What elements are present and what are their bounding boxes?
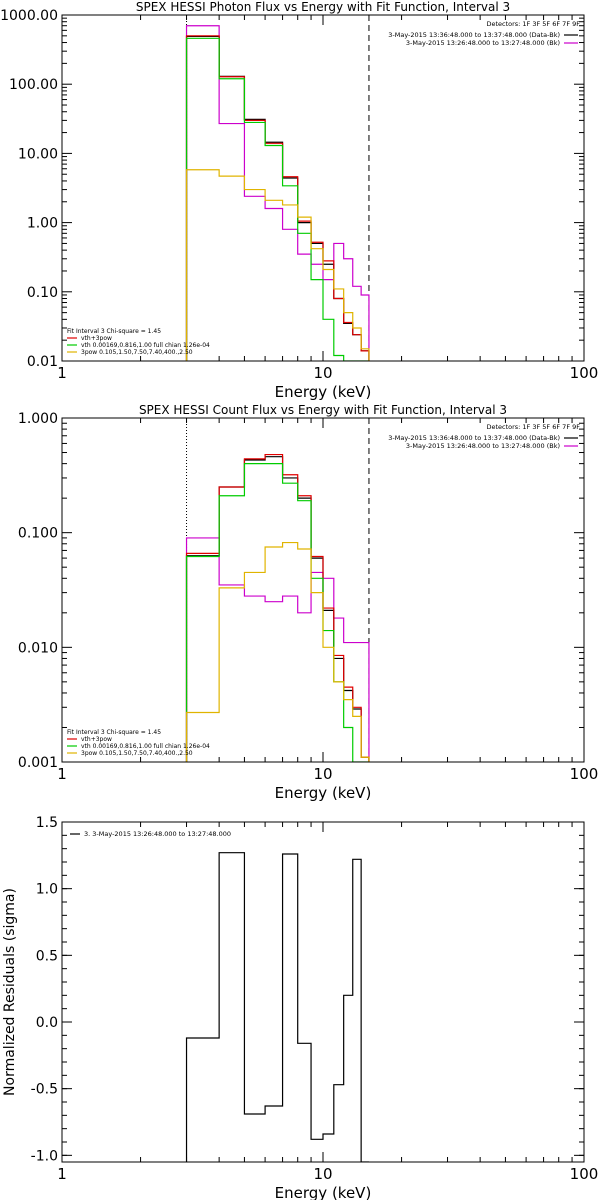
- x-tick-label: 1: [57, 765, 67, 783]
- legend-entry-label: 3-May-2015 13:26:48.000 to 13:27:48.000 …: [406, 39, 560, 47]
- chart-title: SPEX HESSI Photon Flux vs Energy with Fi…: [136, 0, 510, 14]
- fit-legend-label: vth 0.00169,0.816,1.00 full chian 1.26e-…: [81, 342, 210, 349]
- series-line-2: [185, 456, 370, 762]
- x-tick-label: 100: [570, 765, 599, 783]
- series-line-4: [185, 463, 369, 762]
- series-line-3: [185, 453, 370, 762]
- y-tick-label: 0.10: [27, 285, 58, 301]
- x-tick-label: 1: [57, 364, 67, 382]
- fit-legend-label: vth 0.00169,0.816,1.00 full chian 1.26e-…: [81, 743, 210, 750]
- y-axis-label: Normalized Residuals (sigma): [2, 888, 18, 1096]
- y-tick-label: 0.5: [36, 948, 58, 964]
- series-line-1: [185, 537, 370, 762]
- series-line-4: [185, 37, 369, 361]
- plot-frame: [61, 14, 585, 362]
- legend-entry-label: 3-May-2015 13:26:48.000 to 13:27:48.000 …: [406, 442, 560, 450]
- y-tick-label: 0.0: [36, 1015, 58, 1031]
- y-tick-label: 100.00: [9, 77, 58, 93]
- y-tick-label: 1000.00: [0, 8, 58, 24]
- chart-panel-2: SPEX HESSI Count Flux vs Energy with Fit…: [18, 403, 598, 802]
- y-tick-label: 1.0: [36, 882, 58, 898]
- fit-legend-label: vth+3pow: [81, 335, 112, 342]
- fit-legend-label: 3pow 0.105,1.50,7.50,7.40,400.,2.50: [81, 750, 193, 757]
- chart-title: SPEX HESSI Count Flux vs Energy with Fit…: [139, 403, 507, 417]
- x-axis-label: Energy (keV): [275, 784, 372, 802]
- fit-legend-label: 3pow 0.105,1.50,7.50,7.40,400.,2.50: [81, 349, 193, 356]
- x-tick-label: 10: [313, 1165, 332, 1183]
- y-tick-label: 1.000: [18, 411, 58, 427]
- x-axis-label: Energy (keV): [275, 383, 372, 401]
- series-line-1: [185, 25, 370, 361]
- y-tick-label: 0.001: [18, 755, 58, 771]
- y-tick-label: 1.5: [36, 815, 58, 831]
- series-line-1: [185, 852, 369, 1162]
- legend-entry-label: 3-May-2015 13:36:48.000 to 13:37:48.000 …: [388, 31, 560, 39]
- y-tick-label: -0.5: [31, 1082, 58, 1098]
- y-tick-label: 10.00: [18, 146, 58, 162]
- series-line-3: [185, 35, 370, 361]
- detectors-label: Detectors: 1F 3F 5F 6F 7F 9F: [486, 423, 580, 431]
- series-line-2: [185, 35, 370, 361]
- detectors-label: Detectors: 1F 3F 5F 6F 7F 9F: [486, 20, 580, 28]
- legend-entry-label: 3. 3-May-2015 13:26:48.000 to 13:27:48.0…: [84, 830, 231, 838]
- y-tick-label: 1.00: [27, 216, 58, 232]
- x-tick-label: 10: [313, 765, 332, 783]
- y-tick-label: 0.01: [27, 354, 58, 370]
- x-tick-label: 100: [570, 364, 599, 382]
- y-tick-label: 0.100: [18, 526, 58, 542]
- plot-frame: [61, 417, 585, 763]
- plot-frame: [61, 821, 585, 1163]
- legend-entry-label: 3-May-2015 13:36:48.000 to 13:37:48.000 …: [388, 434, 560, 442]
- fit-legend-label: Fit Interval 3 Chi-square = 1.45: [67, 729, 161, 736]
- plot-area: [185, 25, 370, 361]
- plot-area: [185, 852, 369, 1162]
- chart-panel-1: SPEX HESSI Photon Flux vs Energy with Fi…: [0, 0, 598, 401]
- fit-legend-label: Fit Interval 3 Chi-square = 1.45: [67, 328, 161, 335]
- x-tick-label: 10: [313, 364, 332, 382]
- y-tick-label: 0.010: [18, 640, 58, 656]
- x-tick-label: 1: [57, 1165, 67, 1183]
- chart-panel-3: 1 10 100 Energy (keV) 1.5 1.0 0.5 0.0 -0.5 -1.0 No…: [2, 815, 599, 1202]
- series-line-5: [185, 169, 370, 361]
- y-tick-label: -1.0: [31, 1148, 58, 1164]
- series-line-5: [185, 541, 370, 762]
- fit-legend-label: vth+3pow: [81, 736, 112, 743]
- plot-area: [185, 453, 370, 762]
- x-tick-label: 100: [570, 1165, 599, 1183]
- x-axis-label: Energy (keV): [275, 1184, 372, 1200]
